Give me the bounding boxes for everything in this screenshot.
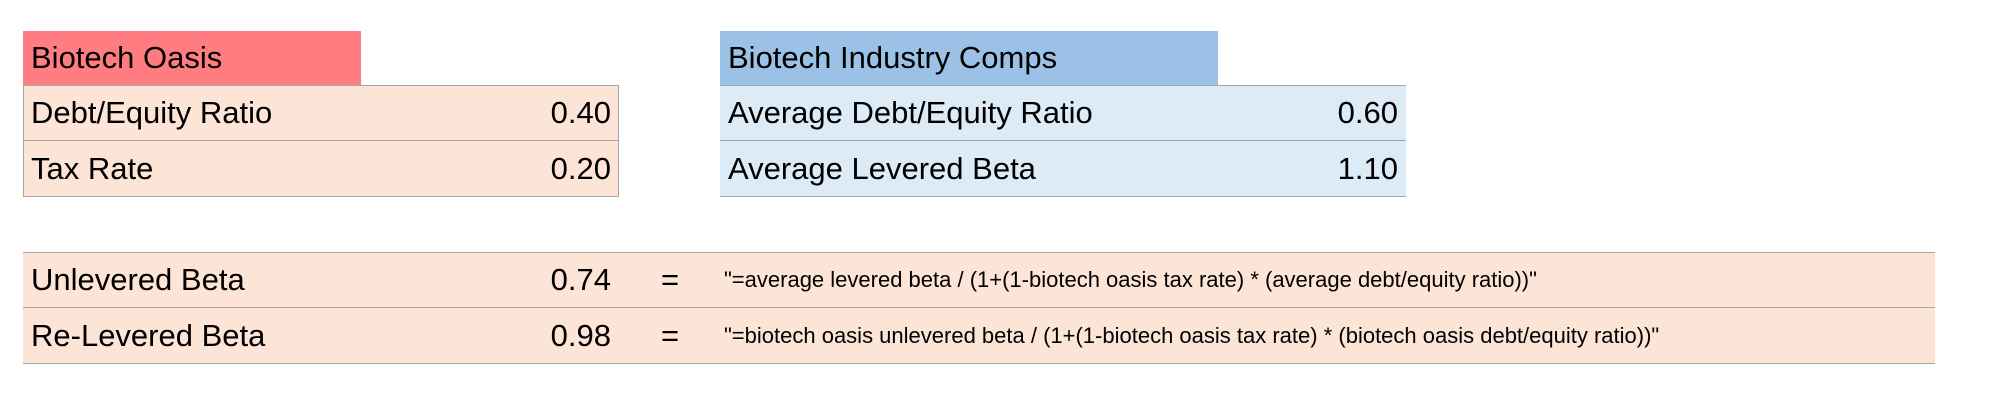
table-header: Biotech Oasis (23, 31, 361, 85)
row-value: 1.10 (1337, 151, 1398, 186)
equals-sign: = (660, 262, 680, 297)
table-row (23, 141, 619, 197)
row-label: Average Levered Beta (728, 151, 1036, 186)
row-label: Debt/Equity Ratio (31, 95, 273, 130)
row-value: 0.20 (550, 151, 611, 186)
formula-text: "=average levered beta / (1+(1-biotech o… (724, 267, 1537, 292)
calc-row (23, 308, 1935, 364)
table-row (720, 85, 1406, 141)
equals-sign: = (660, 318, 680, 353)
table-row (23, 85, 619, 141)
table-row (720, 141, 1406, 197)
calc-value: 0.98 (550, 318, 611, 353)
row-label: Tax Rate (31, 151, 154, 186)
calc-label: Re-Levered Beta (31, 318, 266, 353)
calc-row (23, 252, 1935, 308)
calc-value: 0.74 (550, 262, 611, 297)
calc-label: Unlevered Beta (31, 262, 245, 297)
formula-text: "=biotech oasis unlevered beta / (1+(1-b… (724, 323, 1660, 348)
row-value: 0.40 (550, 95, 611, 130)
row-value: 0.60 (1337, 95, 1398, 130)
row-label: Average Debt/Equity Ratio (728, 95, 1093, 130)
table-header: Biotech Industry Comps (720, 31, 1218, 85)
